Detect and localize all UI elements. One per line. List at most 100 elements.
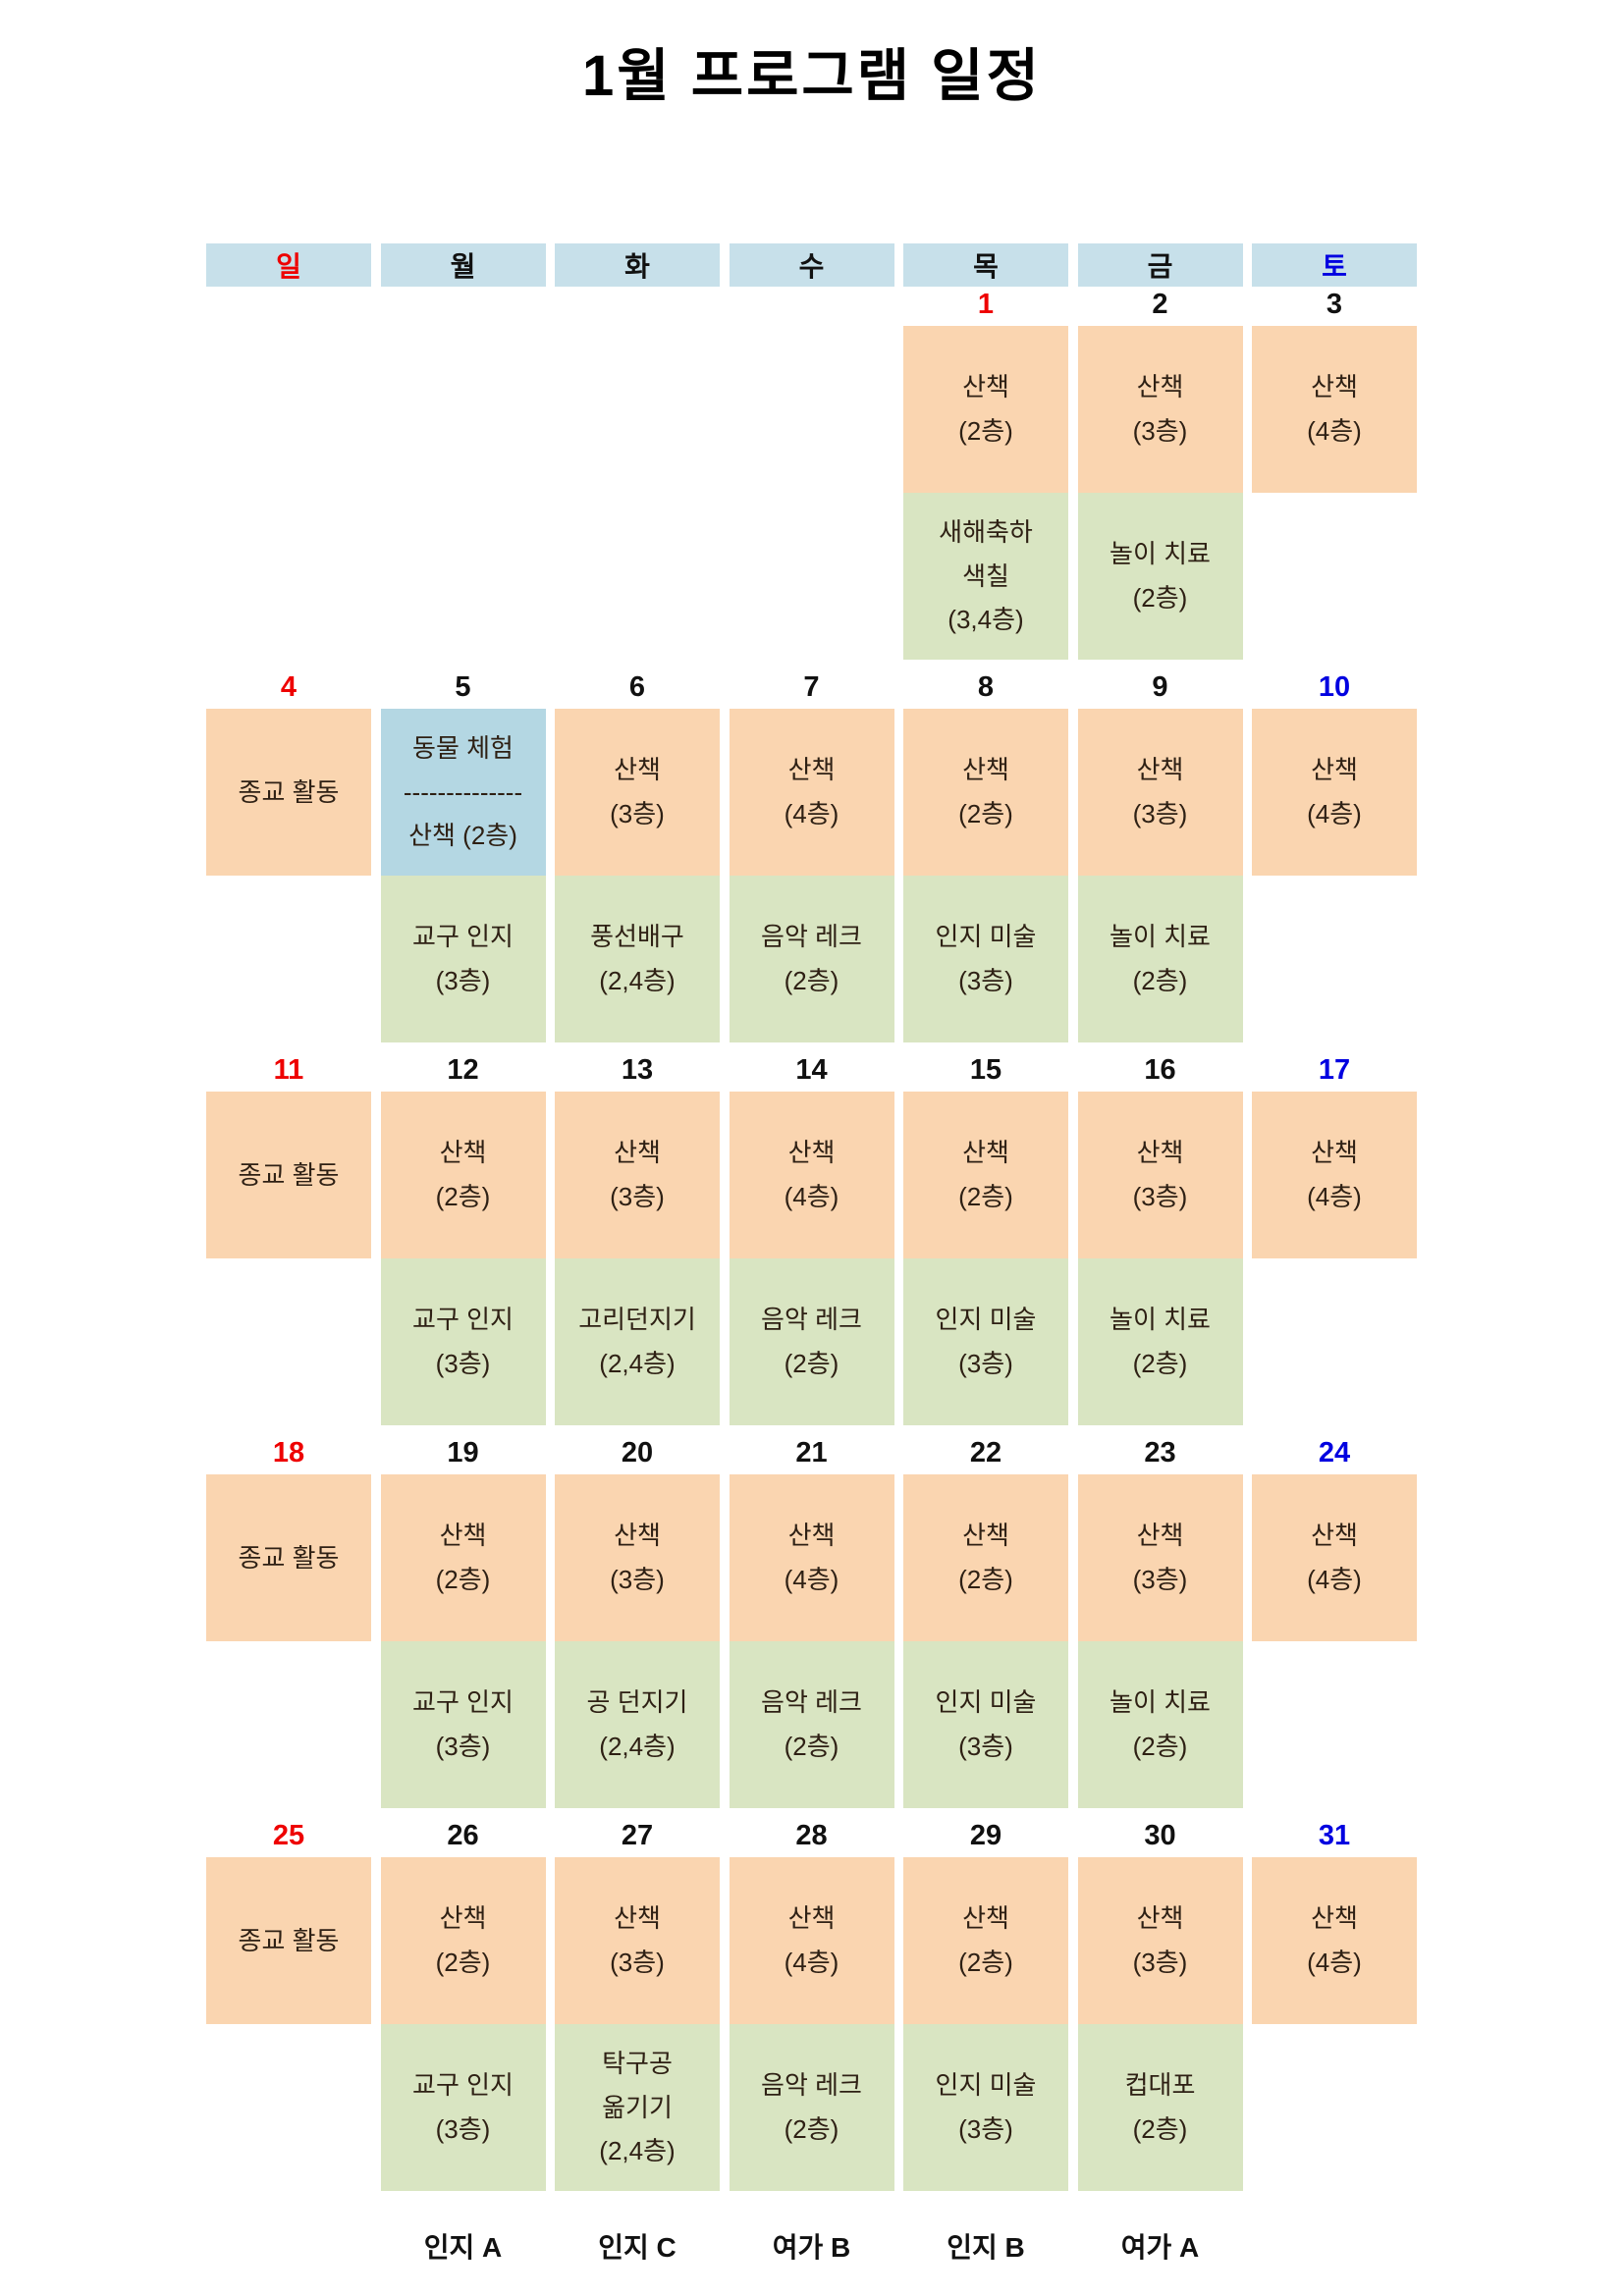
week-row-2: 4 5 6 7 8 9 10 종교 활동 동물 체험 -------------- 산책 (2층) 산… — [206, 669, 1417, 1042]
activity-line: (2층) — [1132, 2114, 1188, 2144]
morning-cell-row: 종교 활동 산책 (2층) 산책 (3층) 산책 (4층) 산책 (2층) 산책 (3층) 산책 (4층… — [206, 1474, 1417, 1641]
activity-line: (2층) — [958, 1182, 1013, 1211]
afternoon-cell-row: 교구 인지 (3층) 공 던지기 (2,4층) 음악 레크 (2층) 인지 미술 (3층) 놀이… — [206, 1641, 1417, 1808]
activity-line: 산책 — [1311, 372, 1358, 402]
weekday-header-목: 목 — [903, 243, 1068, 287]
activity-line: (4층) — [784, 1565, 839, 1594]
day-16-morning-cell: 산책 (3층) — [1077, 1092, 1243, 1258]
day-20-morning-cell: 산책 (3층) — [555, 1474, 720, 1641]
calendar: 일 월 화 수 목 금 토 1 2 3 산책 (2층) 산책 (3층) 산책 (4층) 새해축하 색칠 (3,4층)… — [206, 243, 1417, 2266]
activity-line: (3,4층) — [947, 605, 1024, 635]
activity-line: 산책 — [962, 372, 1009, 402]
day-number-27: 27 — [621, 1820, 654, 1851]
activity-line: 음악 레크 — [761, 1305, 862, 1335]
day-30-morning-cell: 산책 (3층) — [1077, 1857, 1243, 2024]
day-23-afternoon-cell: 놀이 치료 (2층) — [1077, 1641, 1243, 1808]
day-10-afternoon-cell — [1252, 876, 1417, 1042]
activity-line: 산책 — [1311, 755, 1358, 785]
activity-line: 교구 인지 — [412, 1305, 514, 1335]
activity-line: (2층) — [784, 1732, 839, 1761]
day-number-row: 11 12 13 14 15 16 17 — [206, 1052, 1417, 1092]
activity-line: 산책 — [1136, 1903, 1184, 1934]
day-number-23: 23 — [1144, 1437, 1176, 1468]
day-number-30: 30 — [1144, 1820, 1176, 1851]
empty-cell — [381, 493, 546, 660]
activity-line: 색칠 — [962, 561, 1009, 591]
day-number-4: 4 — [280, 671, 298, 703]
day-number-17: 17 — [1318, 1054, 1351, 1086]
day-31-afternoon-cell — [1252, 2024, 1417, 2191]
day-2-afternoon-cell: 놀이 치료 (2층) — [1077, 493, 1243, 660]
activity-line: (3층) — [1132, 1948, 1188, 1977]
activity-line: 산책 — [787, 755, 836, 785]
activity-line: (4층) — [1307, 1182, 1362, 1211]
day-number-18: 18 — [272, 1437, 305, 1468]
activity-line: 교구 인지 — [412, 1687, 514, 1718]
morning-cell-row: 산책 (2층) 산책 (3층) 산책 (4층) — [206, 326, 1417, 493]
activity-line: (2층) — [958, 799, 1013, 828]
day-24-morning-cell: 산책 (4층) — [1252, 1474, 1417, 1641]
day-11-morning-cell: 종교 활동 — [206, 1092, 371, 1258]
day-28-afternoon-cell: 음악 레크 (2층) — [729, 2024, 894, 2191]
day-10-morning-cell: 산책 (4층) — [1252, 709, 1417, 876]
activity-line: (2층) — [784, 2114, 839, 2144]
activity-line: 산책 — [962, 1521, 1009, 1551]
activity-line: (2층) — [784, 1349, 839, 1378]
activity-line: 산책 — [1311, 1521, 1358, 1551]
activity-line: 산책 — [787, 1138, 836, 1168]
day-number-13: 13 — [621, 1054, 654, 1086]
activity-line: 산책 — [439, 1138, 487, 1168]
day-25-morning-cell: 종교 활동 — [206, 1857, 371, 2024]
activity-line: 인지 미술 — [935, 1305, 1037, 1335]
day-19-afternoon-cell: 교구 인지 (3층) — [380, 1641, 546, 1808]
activity-line: (2,4층) — [599, 1349, 676, 1378]
activity-line: 산책 — [614, 755, 661, 785]
day-number-29: 29 — [969, 1820, 1002, 1851]
day-25-afternoon-cell — [206, 2024, 371, 2191]
weekday-header-토: 토 — [1252, 243, 1417, 287]
day-number-5: 5 — [455, 671, 471, 703]
day-number-2: 2 — [1152, 289, 1168, 320]
activity-line: (2층) — [435, 1948, 491, 1977]
day-number-21: 21 — [795, 1437, 828, 1468]
weekday-header-일: 일 — [206, 243, 371, 287]
afternoon-cell-row: 교구 인지 (3층) 고리던지기 (2,4층) 음악 레크 (2층) 인지 미술 (3층) 놀이… — [206, 1258, 1417, 1425]
group-label-인지 A: 인지 A — [423, 2232, 503, 2263]
activity-line: 동물 체험 — [412, 732, 514, 763]
activity-line: (4층) — [1307, 799, 1362, 828]
day-8-afternoon-cell: 인지 미술 (3층) — [903, 876, 1068, 1042]
activity-line: (2,4층) — [599, 1732, 676, 1761]
activity-line: (2층) — [435, 1565, 491, 1594]
day-13-morning-cell: 산책 (3층) — [555, 1092, 720, 1258]
activity-line: 산책 — [787, 1903, 836, 1934]
activity-line: (2층) — [784, 966, 839, 995]
empty-cell — [555, 493, 720, 660]
day-number-20: 20 — [621, 1437, 654, 1468]
activity-line: 산책 — [1311, 1903, 1358, 1934]
weekday-header-월: 월 — [380, 243, 546, 287]
day-12-morning-cell: 산책 (2층) — [380, 1092, 546, 1258]
activity-line: 산책 — [1136, 1521, 1184, 1551]
day-number-31: 31 — [1318, 1820, 1351, 1851]
day-number-empty — [381, 287, 546, 326]
activity-line: 컵대포 — [1124, 2070, 1196, 2101]
activity-line: 산책 — [614, 1138, 661, 1168]
activity-line: (3층) — [958, 1732, 1013, 1761]
day-number-row: 18 19 20 21 22 23 24 — [206, 1435, 1417, 1474]
activity-line: 종교 활동 — [238, 1925, 340, 1955]
activity-line: 새해축하 — [939, 516, 1033, 547]
activity-line: 산책 — [1311, 1138, 1358, 1168]
group-label-인지 C: 인지 C — [598, 2232, 677, 2263]
day-27-afternoon-cell: 탁구공 옮기기 (2,4층) — [555, 2024, 720, 2191]
weekday-header-수: 수 — [729, 243, 894, 287]
activity-line: (2층) — [435, 1182, 491, 1211]
day-15-morning-cell: 산책 (2층) — [903, 1092, 1068, 1258]
day-20-afternoon-cell: 공 던지기 (2,4층) — [555, 1641, 720, 1808]
activity-line: 인지 미술 — [935, 922, 1037, 952]
activity-line: (4층) — [1307, 416, 1362, 446]
empty-cell — [206, 493, 371, 660]
day-29-morning-cell: 산책 (2층) — [903, 1857, 1068, 2024]
day-21-morning-cell: 산책 (4층) — [729, 1474, 894, 1641]
day-9-morning-cell: 산책 (3층) — [1077, 709, 1243, 876]
